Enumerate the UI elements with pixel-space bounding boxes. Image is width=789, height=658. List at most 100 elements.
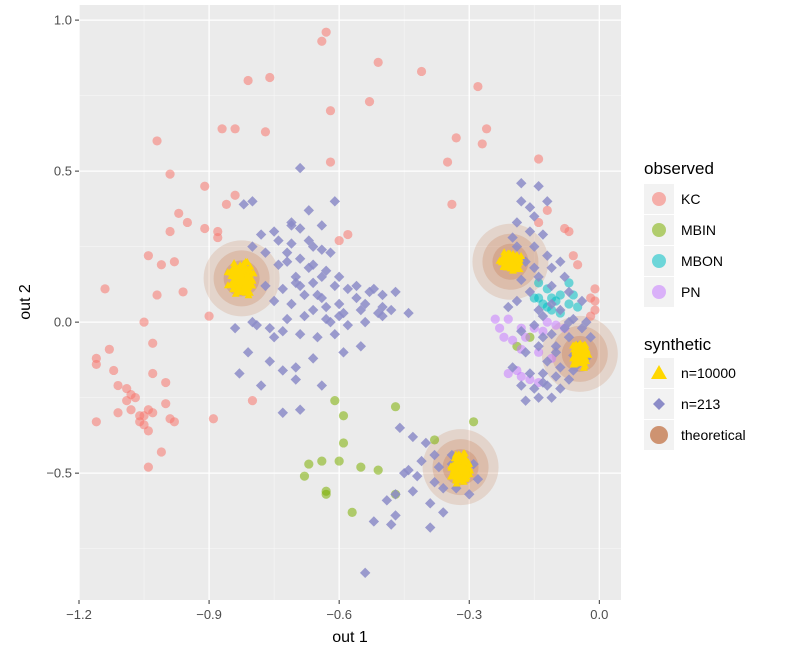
point-n213 bbox=[550, 341, 562, 352]
point-n213 bbox=[533, 271, 544, 283]
point-n213 bbox=[394, 422, 406, 434]
point-n213 bbox=[338, 347, 349, 358]
point-n213 bbox=[511, 295, 523, 307]
point-n213 bbox=[516, 325, 527, 337]
point-mbon bbox=[564, 299, 574, 309]
point-kc bbox=[473, 81, 483, 92]
point-n213 bbox=[546, 280, 557, 292]
y-tick-label: 0.0 bbox=[54, 315, 72, 330]
point-n213 bbox=[555, 383, 566, 394]
plot-panel bbox=[79, 5, 621, 600]
point-n213 bbox=[234, 368, 245, 379]
point-n213 bbox=[524, 286, 536, 298]
point-n213 bbox=[524, 202, 536, 213]
point-n213 bbox=[585, 332, 596, 343]
point-kc bbox=[481, 124, 492, 134]
point-n213 bbox=[281, 256, 293, 267]
point-n213 bbox=[516, 196, 527, 207]
point-kc bbox=[91, 417, 101, 427]
point-mbin bbox=[390, 402, 401, 412]
point-n10000 bbox=[229, 285, 238, 293]
legend-title-synthetic: synthetic bbox=[644, 335, 712, 354]
point-n10000 bbox=[230, 261, 239, 269]
point-kc bbox=[139, 317, 149, 327]
point-kc bbox=[148, 408, 158, 418]
point-kc bbox=[442, 157, 453, 167]
legend-label-pn: PN bbox=[681, 284, 700, 300]
point-n213 bbox=[403, 464, 414, 476]
point-kc bbox=[416, 66, 427, 77]
point-n213 bbox=[537, 229, 549, 240]
point-n213 bbox=[312, 332, 323, 343]
point-n213 bbox=[433, 461, 445, 473]
legend-label-synthetic: n=10000 bbox=[681, 365, 736, 381]
point-n213 bbox=[281, 247, 293, 258]
legend-label-mbin: MBIN bbox=[681, 222, 716, 238]
point-n213 bbox=[251, 319, 262, 331]
point-n10000 bbox=[499, 252, 508, 260]
point-kc bbox=[564, 226, 574, 237]
point-mbin bbox=[429, 435, 440, 445]
point-mbin bbox=[334, 456, 344, 466]
point-n213 bbox=[303, 235, 315, 246]
legend-key-diamond bbox=[653, 398, 665, 410]
legend-label-synthetic: n=213 bbox=[681, 396, 721, 412]
point-n10000 bbox=[462, 467, 471, 475]
point-n213 bbox=[546, 329, 557, 340]
axes: −1.2 −0.9 −0.6 −0.3 0.0 −0.5 0.0 0.5 1.0 bbox=[46, 13, 608, 622]
point-kc bbox=[590, 284, 600, 294]
point-n10000 bbox=[240, 282, 249, 290]
point-n213 bbox=[520, 395, 531, 406]
point-n213 bbox=[542, 250, 553, 261]
point-n213 bbox=[390, 510, 401, 521]
point-kc bbox=[178, 287, 188, 297]
point-kc bbox=[165, 226, 175, 237]
point-n213 bbox=[268, 332, 280, 343]
point-n213 bbox=[507, 232, 518, 243]
point-n213 bbox=[516, 380, 527, 391]
point-n213 bbox=[503, 301, 514, 313]
point-n213 bbox=[529, 211, 540, 222]
point-n213 bbox=[238, 199, 249, 210]
point-mbin bbox=[338, 438, 349, 448]
point-n10000 bbox=[506, 251, 515, 259]
point-n10000 bbox=[243, 271, 252, 279]
point-kc bbox=[247, 396, 258, 406]
point-n213 bbox=[542, 196, 553, 207]
point-mbon bbox=[547, 305, 557, 315]
y-tick-label: −0.5 bbox=[46, 466, 72, 481]
point-n213 bbox=[294, 329, 306, 340]
point-n213 bbox=[559, 271, 570, 283]
point-kc bbox=[122, 396, 132, 406]
point-kc bbox=[217, 124, 227, 134]
point-n213 bbox=[550, 371, 562, 382]
point-n10000 bbox=[507, 259, 516, 267]
point-mbin bbox=[347, 507, 357, 518]
point-mbin bbox=[304, 459, 314, 469]
point-kc bbox=[568, 251, 578, 261]
point-n10000 bbox=[460, 449, 469, 457]
point-n213 bbox=[316, 271, 328, 283]
point-n213 bbox=[429, 449, 440, 461]
point-n213 bbox=[273, 259, 284, 270]
point-kc bbox=[451, 133, 461, 143]
point-n10000 bbox=[452, 479, 461, 487]
point-n10000 bbox=[243, 277, 252, 285]
point-n213 bbox=[316, 244, 328, 255]
point-n213 bbox=[555, 304, 566, 316]
point-n213 bbox=[325, 247, 336, 258]
point-n10000 bbox=[245, 288, 254, 296]
point-pn bbox=[538, 326, 548, 336]
point-n213 bbox=[268, 226, 280, 237]
point-n213 bbox=[390, 489, 401, 500]
point-kc bbox=[325, 106, 336, 116]
point-kc bbox=[542, 205, 552, 215]
point-n213 bbox=[555, 256, 566, 267]
point-n213 bbox=[516, 274, 527, 286]
point-n213 bbox=[294, 223, 306, 234]
point-kc bbox=[126, 405, 136, 415]
point-kc bbox=[100, 284, 110, 294]
point-n10000 bbox=[578, 352, 587, 360]
point-n213 bbox=[438, 483, 449, 494]
